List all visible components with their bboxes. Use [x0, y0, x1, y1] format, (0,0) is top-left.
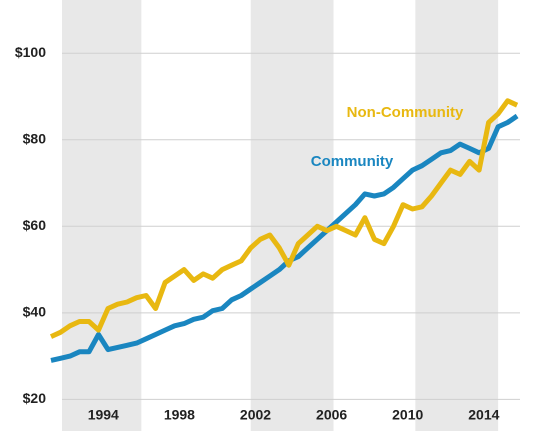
series-label: Community	[311, 153, 394, 170]
x-tick-label: 1994	[88, 407, 119, 423]
x-tick-label: 1998	[164, 407, 195, 423]
y-tick-label: $100	[15, 44, 46, 60]
y-tick-label: $40	[23, 304, 47, 320]
series-line	[50, 113, 519, 363]
series-line	[49, 98, 519, 339]
series-label: Non-Community	[347, 104, 464, 121]
y-tick-label: $20	[23, 390, 47, 406]
shaded-band	[250, 0, 334, 431]
x-tick-label: 2006	[316, 407, 347, 423]
y-tick-label: $80	[23, 130, 47, 146]
x-tick-label: 2010	[392, 407, 423, 423]
shaded-band	[415, 0, 499, 431]
x-tick-label: 2002	[240, 407, 271, 423]
shaded-band	[62, 0, 142, 431]
x-tick-label: 2014	[468, 407, 499, 423]
y-tick-label: $60	[23, 217, 47, 233]
